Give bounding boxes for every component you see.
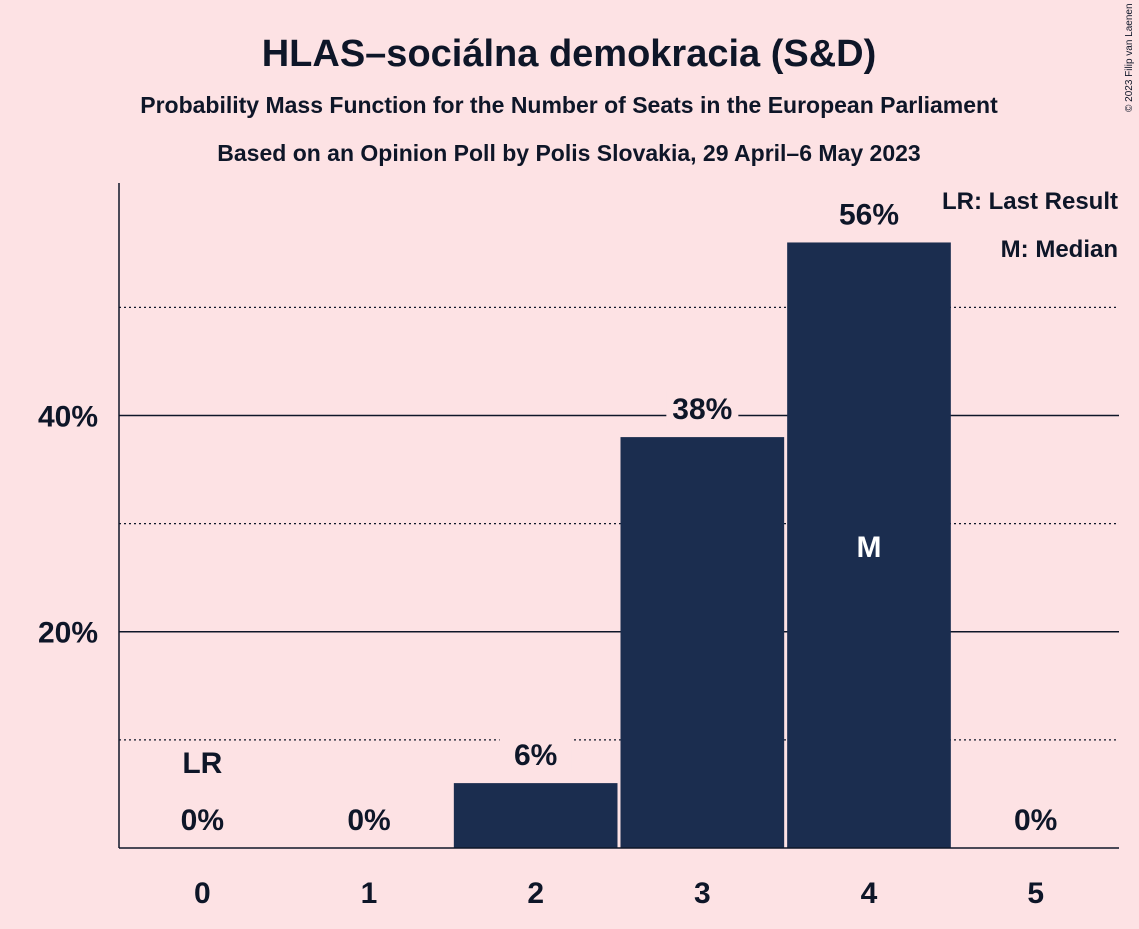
bars <box>453 242 951 848</box>
bar-label-background <box>499 736 572 773</box>
chart-subtitle-source: Based on an Opinion Poll by Polis Slovak… <box>217 140 920 166</box>
y-tick-label: 40% <box>38 400 98 433</box>
bar <box>453 783 618 848</box>
chart-title: HLAS–sociálna demokracia (S&D) <box>262 33 877 75</box>
chart-subtitle: Probability Mass Function for the Number… <box>140 92 998 118</box>
labels: 20% 40% 0% 0 LR 0% 1 6% 2 38% 3 56% 4 M 0% 5 <box>38 195 1057 910</box>
last-result-marker: LR <box>182 747 222 780</box>
x-tick-label: 0 <box>194 877 211 910</box>
bar-value-label: 0% <box>347 804 390 837</box>
bar-value-label: 6% <box>514 739 557 772</box>
bar-value-label: 0% <box>181 804 224 837</box>
copyright-text: © 2023 Filip van Laenen <box>1124 3 1135 112</box>
bar <box>620 437 785 848</box>
axes <box>118 183 1119 849</box>
bar-value-label: 56% <box>839 198 899 231</box>
x-tick-label: 2 <box>527 877 544 910</box>
gridlines <box>119 306 1119 741</box>
bar-label-background <box>833 195 905 232</box>
x-tick-label: 4 <box>861 877 878 910</box>
bar-label-background <box>666 390 739 427</box>
x-tick-label: 5 <box>1027 877 1044 910</box>
median-marker: M <box>857 531 882 564</box>
bar-value-label: 38% <box>672 393 732 426</box>
bar-value-label: 0% <box>1014 804 1057 837</box>
x-tick-label: 3 <box>694 877 711 910</box>
bar <box>787 242 951 848</box>
legend-median: M: Median <box>1001 236 1118 263</box>
x-tick-label: 1 <box>361 877 378 910</box>
legend-last-result: LR: Last Result <box>942 188 1118 215</box>
y-tick-label: 20% <box>38 617 98 650</box>
